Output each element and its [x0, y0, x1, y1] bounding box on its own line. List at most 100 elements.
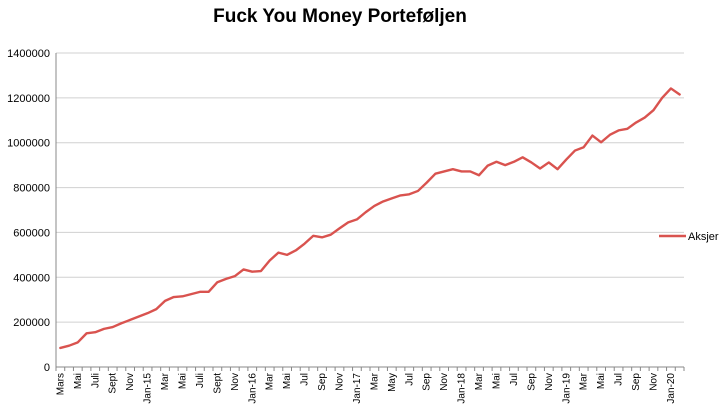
- x-tick-label: Mai: [177, 373, 188, 389]
- data-point: [303, 242, 306, 245]
- data-point: [635, 121, 637, 124]
- x-tick-label: Sept: [212, 373, 223, 394]
- data-point: [678, 93, 681, 96]
- x-tick-label: May: [387, 373, 398, 392]
- data-point: [452, 168, 454, 170]
- data-point: [338, 227, 341, 230]
- data-point: [321, 236, 323, 239]
- x-tick-label: Sep: [317, 373, 328, 391]
- x-tick-label: Nov: [648, 373, 659, 391]
- x-tick-label: Mar: [369, 372, 380, 390]
- data-point: [234, 275, 236, 277]
- data-point: [626, 128, 629, 130]
- data-point: [59, 347, 62, 349]
- data-point: [356, 218, 358, 221]
- y-tick-label: 400000: [13, 272, 50, 284]
- data-point: [68, 344, 70, 347]
- data-point: [242, 268, 245, 271]
- data-point: [574, 149, 576, 152]
- data-point: [670, 87, 672, 90]
- y-tick-label: 1200000: [7, 93, 50, 105]
- y-tick-label: 1000000: [7, 138, 50, 150]
- data-point: [312, 234, 315, 237]
- x-tick-label: Nov: [230, 373, 241, 391]
- data-point: [199, 291, 201, 293]
- x-tick-label: Mar: [265, 372, 276, 390]
- y-tick-label: 600000: [13, 227, 50, 239]
- data-point: [443, 170, 445, 173]
- data-point: [565, 158, 568, 161]
- data-point: [434, 172, 437, 175]
- data-point: [556, 168, 559, 170]
- data-point: [120, 322, 123, 325]
- data-point: [600, 141, 602, 144]
- x-tick-label: Jan-20: [666, 373, 677, 404]
- data-point: [329, 233, 332, 236]
- data-point: [155, 308, 158, 310]
- y-axis: 0 200000 400000 600000 800000 1000000 1200000 1…: [7, 48, 57, 374]
- series-line: [59, 87, 681, 350]
- x-tick-label: Nov: [439, 373, 450, 391]
- data-point: [129, 319, 131, 321]
- x-tick-label: Juli: [195, 373, 206, 388]
- x-tick-label: Nov: [544, 373, 555, 391]
- data-point: [347, 221, 349, 224]
- x-tick-label: Jul: [300, 373, 311, 386]
- x-tick-label: Mar: [160, 372, 171, 390]
- data-point: [295, 249, 297, 252]
- x-tick-label: Sep: [422, 373, 433, 391]
- data-point: [513, 160, 515, 163]
- data-point: [486, 164, 489, 167]
- data-point: [181, 295, 184, 298]
- x-tick-label: Sept: [108, 373, 119, 394]
- x-tick-label: Sep: [526, 373, 537, 391]
- x-tick-label: Jul: [614, 373, 625, 386]
- y-tick-label: 200000: [13, 317, 50, 329]
- data-point: [582, 146, 585, 148]
- x-tick-label: Mai: [282, 373, 293, 389]
- data-point: [460, 170, 463, 173]
- data-point: [661, 97, 663, 99]
- x-tick-label: Mai: [596, 373, 607, 389]
- chart-title: Fuck You Money Porteføljen: [213, 6, 467, 27]
- data-point: [111, 326, 114, 328]
- legend: Aksjer: [659, 231, 719, 243]
- x-tick-label: Mai: [73, 373, 84, 389]
- x-tick-label: Nov: [125, 373, 136, 391]
- data-point: [207, 291, 210, 293]
- data-point: [85, 332, 88, 335]
- data-point: [216, 281, 219, 284]
- data-point: [617, 129, 620, 132]
- x-tick-label: Mar: [579, 372, 590, 390]
- data-point: [391, 197, 393, 200]
- data-point: [164, 300, 166, 302]
- data-point: [94, 331, 97, 334]
- x-tick-label: Jan-15: [143, 373, 154, 404]
- data-point: [478, 174, 480, 177]
- data-point: [382, 200, 384, 203]
- data-point: [373, 205, 376, 207]
- data-point: [172, 296, 175, 298]
- x-tick-label: Jan-17: [352, 373, 363, 404]
- data-point: [609, 134, 611, 136]
- x-tick-label: Mars: [55, 373, 66, 395]
- data-point: [530, 161, 533, 164]
- plot-area: [59, 87, 681, 350]
- data-point: [146, 312, 149, 314]
- data-point: [495, 160, 498, 163]
- x-tick-label: Jan-16: [247, 373, 258, 404]
- data-point: [521, 156, 524, 159]
- data-point: [268, 259, 271, 262]
- data-point: [399, 194, 402, 197]
- x-tick-label: Juli: [90, 373, 101, 388]
- data-point: [408, 193, 411, 196]
- x-tick-label: Jul: [509, 373, 520, 386]
- data-point: [591, 134, 594, 137]
- data-point: [425, 181, 428, 184]
- data-point: [364, 211, 367, 214]
- data-point: [286, 254, 288, 256]
- data-point: [548, 161, 550, 164]
- data-point: [652, 109, 655, 111]
- data-point: [417, 190, 419, 192]
